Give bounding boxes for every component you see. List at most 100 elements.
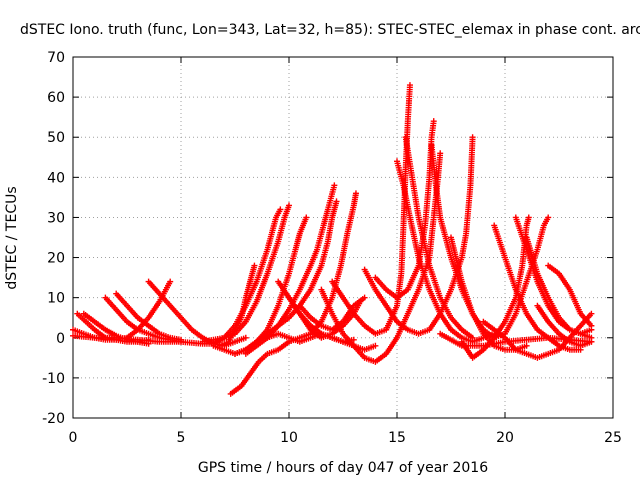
data-point	[154, 329, 161, 336]
data-point	[408, 172, 415, 179]
data-point	[500, 333, 507, 340]
data-point	[381, 352, 388, 359]
data-point	[89, 317, 96, 324]
data-point	[512, 284, 519, 291]
data-point	[525, 216, 532, 223]
x-tick-label: 25	[604, 430, 622, 446]
y-axis-label: dSTEC / TECUs	[4, 186, 20, 289]
data-point	[230, 328, 237, 335]
data-point	[337, 337, 344, 344]
data-point	[554, 269, 561, 276]
data-point	[262, 352, 269, 359]
data-point	[245, 372, 252, 379]
x-tick-label: 10	[280, 430, 298, 446]
data-point	[175, 336, 182, 343]
data-point	[111, 331, 118, 338]
data-point	[437, 152, 444, 159]
y-tick-label: 70	[47, 50, 65, 66]
y-tick-label: 60	[47, 90, 65, 106]
data-point	[425, 260, 432, 267]
data-points	[70, 82, 595, 397]
data-point	[576, 308, 583, 315]
data-point	[403, 312, 410, 319]
data-point	[343, 232, 350, 239]
data-point	[436, 292, 443, 299]
data-point	[447, 252, 454, 259]
data-point	[263, 248, 270, 255]
data-point	[143, 329, 150, 336]
data-point	[458, 276, 465, 283]
data-point	[359, 296, 366, 303]
data-point	[415, 212, 422, 219]
data-point	[521, 343, 528, 350]
data-point	[349, 341, 356, 348]
data-point	[565, 336, 572, 343]
data-point	[132, 338, 139, 345]
y-tick-label: -10	[42, 371, 65, 387]
grid	[73, 57, 613, 418]
data-point	[176, 313, 183, 320]
data-point	[381, 284, 388, 291]
data-point	[370, 343, 377, 350]
data-point	[436, 212, 443, 219]
data-point	[565, 284, 572, 291]
data-point	[295, 308, 302, 315]
data-point	[319, 224, 326, 231]
data-point	[522, 244, 529, 251]
data-point	[543, 351, 550, 358]
data-point	[544, 216, 551, 223]
data-point	[240, 335, 247, 342]
data-point	[349, 308, 356, 315]
data-point	[533, 248, 540, 255]
data-point	[511, 312, 518, 319]
data-point	[499, 346, 506, 353]
y-tick-label: 40	[47, 170, 65, 186]
data-point	[306, 324, 313, 331]
x-tick-labels: 0 5 10 15 20 25	[69, 430, 622, 446]
data-point	[522, 308, 529, 315]
tick-marks	[72, 56, 614, 419]
x-axis-label: GPS time / hours of day 047 of year 2016	[198, 460, 488, 476]
data-point	[456, 341, 463, 348]
data-point	[306, 288, 313, 295]
data-point	[554, 312, 561, 319]
data-point	[285, 272, 292, 279]
data-point	[338, 328, 345, 335]
data-point	[403, 287, 409, 294]
data-point	[565, 325, 572, 332]
data-point	[284, 308, 291, 315]
data-point	[236, 384, 243, 391]
x-tick-label: 0	[69, 430, 78, 446]
data-point	[447, 288, 454, 295]
data-point	[237, 316, 244, 323]
data-point	[165, 300, 172, 307]
data-point	[446, 324, 453, 331]
data-point	[143, 340, 150, 347]
data-point	[586, 312, 593, 319]
chart-title: dSTEC Iono. truth (func, Lon=343, Lat=32…	[20, 22, 640, 38]
data-point	[479, 328, 486, 335]
data-point	[360, 353, 367, 360]
y-tick-label: 50	[47, 130, 65, 146]
data-point	[425, 284, 432, 291]
data-point	[223, 339, 230, 346]
data-point	[586, 327, 593, 334]
data-point	[478, 335, 485, 342]
data-point	[523, 224, 530, 231]
data-point	[330, 184, 337, 191]
data-point	[337, 264, 344, 271]
data-point	[467, 333, 474, 340]
data-point	[208, 337, 215, 344]
data-point	[274, 304, 281, 311]
data-point	[291, 248, 298, 255]
data-point	[554, 329, 561, 336]
y-tick-label: 20	[47, 251, 65, 267]
data-point	[254, 360, 261, 367]
data-point	[313, 248, 320, 255]
data-point	[89, 325, 96, 332]
data-point	[533, 268, 540, 275]
data-point	[446, 312, 453, 319]
y-tick-label: 0	[56, 331, 65, 347]
data-point	[111, 304, 118, 311]
data-point	[469, 136, 476, 143]
